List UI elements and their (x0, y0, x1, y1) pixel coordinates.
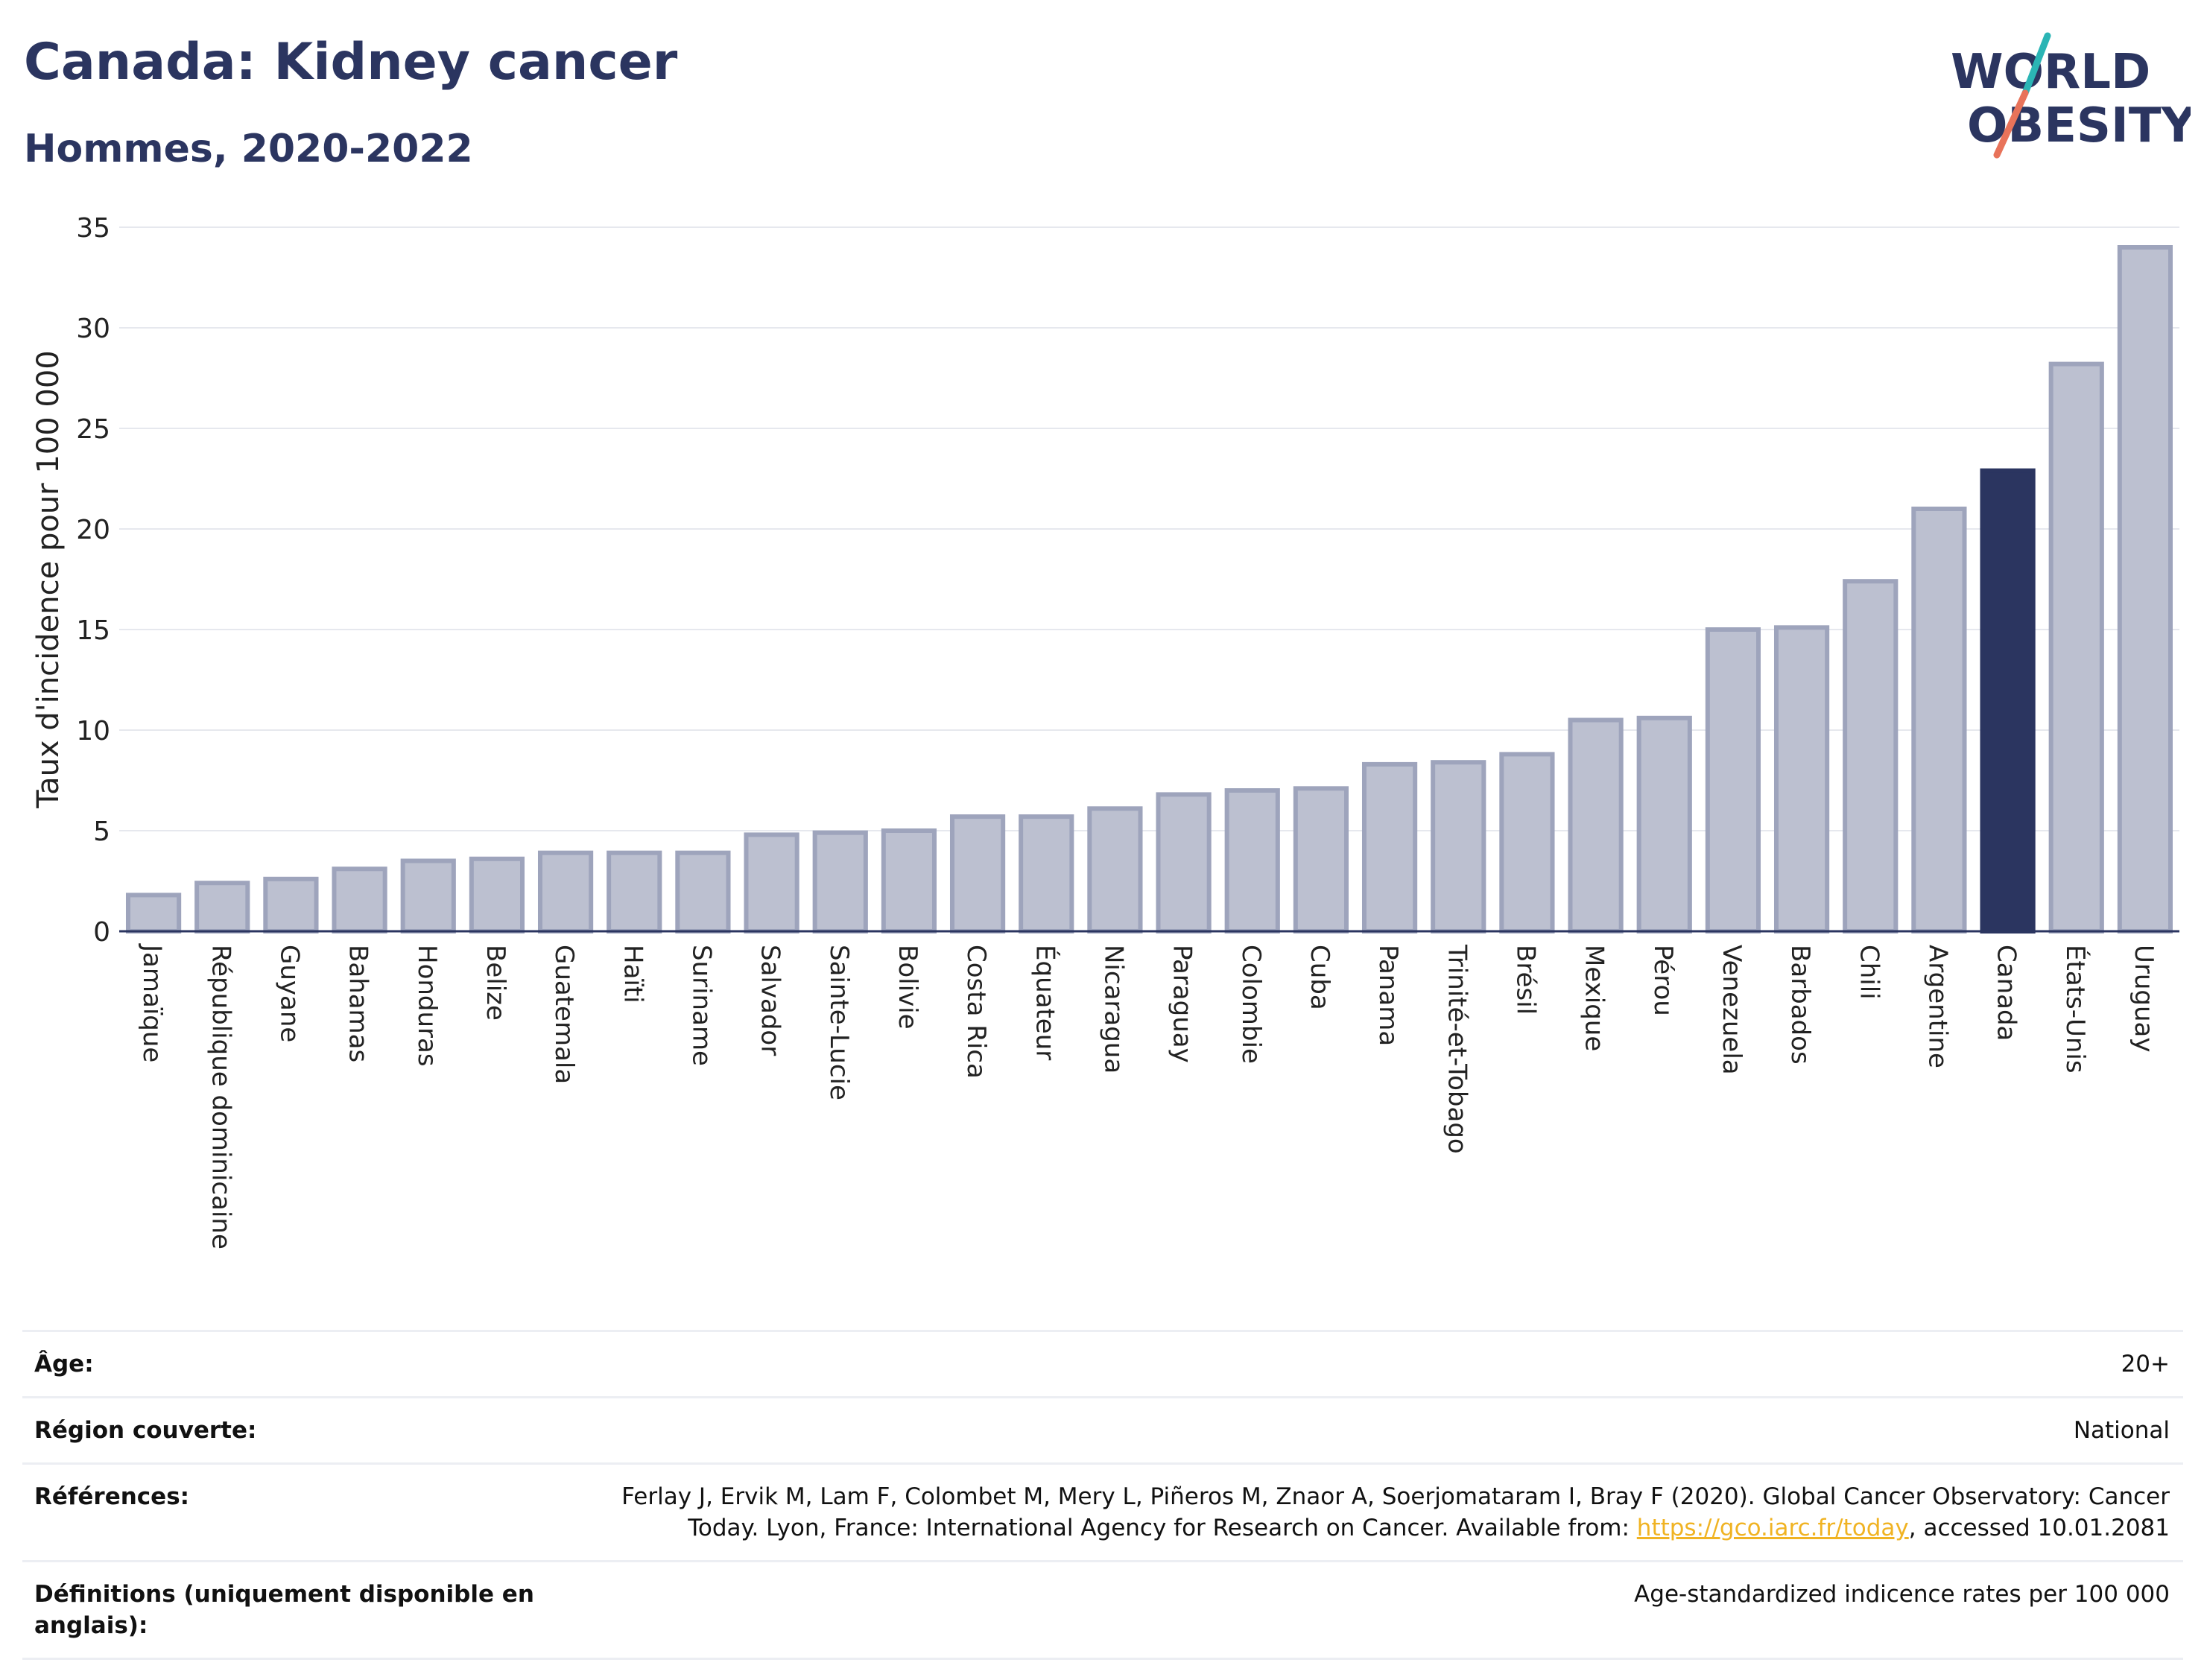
bar-15 (1156, 792, 1212, 934)
reference-text: Ferlay J, Ervik M, Lam F, Colombet M, Me… (621, 1483, 2170, 1541)
y-tick-label: 20 (76, 515, 110, 545)
x-tick-label: Trinité-et-Tobago (1442, 944, 1472, 1154)
bar-9 (744, 832, 799, 934)
x-tick-label: Jamaïque (137, 943, 167, 1062)
meta-value-region: National (2073, 1417, 2170, 1444)
page-subtitle: Hommes, 2020-2022 (24, 127, 473, 171)
bar-28 (2048, 361, 2104, 934)
bar-7 (607, 850, 662, 934)
bar-0 (125, 893, 182, 934)
metadata-table: Âge: 20+ Région couverte: National Référ… (22, 1330, 2183, 1660)
x-tick-label: Sainte-Lucie (824, 945, 854, 1100)
reference-link[interactable]: https://gco.iarc.fr/today (1636, 1515, 1909, 1541)
y-tick-label: 25 (76, 414, 110, 445)
y-tick-label: 15 (76, 615, 110, 646)
logo-slash-teal (2021, 32, 2051, 97)
meta-row-region: Région couverte: National (22, 1398, 2183, 1465)
bar-10 (812, 830, 868, 934)
x-tick-label: Colombie (1236, 945, 1266, 1064)
bar-20 (1499, 752, 1555, 934)
y-tick-label: 30 (76, 314, 110, 344)
x-tick-label: Costa Rica (961, 945, 991, 1079)
bar-14 (1087, 806, 1143, 933)
bar-11 (881, 828, 937, 933)
bar-17 (1293, 786, 1349, 933)
x-tick-label: Uruguay (2129, 945, 2159, 1053)
bar-2 (263, 876, 319, 933)
x-tick-label: Bahamas (343, 945, 373, 1062)
reference-accessed: , accessed 10.01.2081 (1908, 1515, 2170, 1541)
meta-row-definitions: Définitions (uniquement disponible en an… (22, 1562, 2183, 1660)
x-tick-label: Bolivie (893, 945, 922, 1030)
meta-label-references: Références: (34, 1483, 190, 1510)
x-tick-label: Paraguay (1168, 945, 1197, 1063)
x-tick-label: Belize (481, 945, 510, 1021)
bar-12 (949, 814, 1006, 933)
bar-16 (1224, 788, 1280, 933)
logo-line-1: WORLD (1951, 45, 2150, 100)
meta-row-age: Âge: 20+ (22, 1332, 2183, 1398)
y-axis-label: Taux d'incidence pour 100 000 (31, 350, 66, 808)
meta-label-age: Âge: (34, 1351, 94, 1378)
bar-13 (1019, 814, 1074, 933)
meta-value-age: 20+ (2121, 1351, 2170, 1378)
y-tick-label: 0 (93, 917, 110, 948)
world-obesity-logo: WORLD OBESITY (1951, 32, 2191, 159)
bar-8 (675, 850, 731, 934)
x-tick-label: Panama (1373, 945, 1403, 1046)
x-axis-ticks: Jamaïque République dominicaine Guyane Baha… (137, 943, 2159, 1249)
x-tick-label: Chili (1854, 945, 1884, 1000)
page-title: Canada: Kidney cancer (24, 33, 678, 92)
bar-25 (1843, 579, 1899, 933)
x-tick-label: Pérou (1648, 945, 1678, 1016)
logo-slash-coral (1993, 89, 2029, 159)
bar-1 (194, 881, 250, 934)
bars (125, 245, 2173, 934)
x-tick-label: Canada (1992, 945, 2021, 1041)
x-tick-label: Nicaragua (1098, 945, 1128, 1074)
bar-18 (1361, 761, 1418, 934)
x-tick-label: Argentine (1922, 945, 1952, 1068)
bar-21 (1568, 717, 1624, 933)
y-axis-ticks: 0 5 10 15 20 25 30 35 (76, 213, 110, 948)
meta-value-references: Ferlay J, Ervik M, Lam F, Colombet M, Me… (541, 1481, 2170, 1544)
meta-label-definitions: Définitions (uniquement disponible en an… (34, 1581, 534, 1639)
x-tick-label: Honduras (412, 945, 442, 1067)
bar-chart: 0 5 10 15 20 25 30 35 Jamaïque République domini… (31, 213, 2179, 1249)
y-tick-label: 35 (76, 213, 110, 244)
x-tick-label: Équateur (1030, 945, 1060, 1060)
x-tick-label: Cuba (1305, 945, 1334, 1010)
bar-27 (1980, 468, 2036, 933)
bar-23 (1705, 627, 1761, 933)
y-tick-label: 10 (76, 716, 110, 747)
x-tick-label: Suriname (686, 945, 716, 1066)
x-tick-label: Venezuela (1717, 945, 1747, 1075)
meta-row-references: Références: Ferlay J, Ervik M, Lam F, Co… (22, 1465, 2183, 1562)
meta-value-definitions: Age-standardized indicence rates per 100… (1634, 1581, 2170, 1608)
x-tick-label: Brésil (1510, 945, 1540, 1015)
bar-6 (537, 850, 594, 934)
bar-29 (2117, 245, 2173, 933)
x-tick-label: République dominicaine (206, 945, 235, 1249)
x-tick-label: Mexique (1580, 945, 1609, 1051)
x-tick-label: Salvador (756, 945, 785, 1056)
x-tick-label: Guyane (274, 945, 304, 1042)
bar-22 (1636, 715, 1692, 933)
bar-19 (1431, 760, 1486, 934)
y-tick-label: 5 (93, 817, 110, 847)
x-tick-label: États-Unis (2060, 945, 2091, 1074)
bar-4 (400, 858, 456, 933)
bar-24 (1773, 625, 1830, 933)
bar-3 (332, 866, 387, 933)
bar-26 (1911, 507, 1967, 933)
x-tick-label: Haïti (618, 945, 647, 1004)
x-tick-label: Barbados (1785, 945, 1815, 1065)
bar-5 (469, 856, 525, 933)
meta-label-region: Région couverte: (34, 1417, 257, 1444)
x-tick-label: Guatemala (549, 945, 579, 1084)
